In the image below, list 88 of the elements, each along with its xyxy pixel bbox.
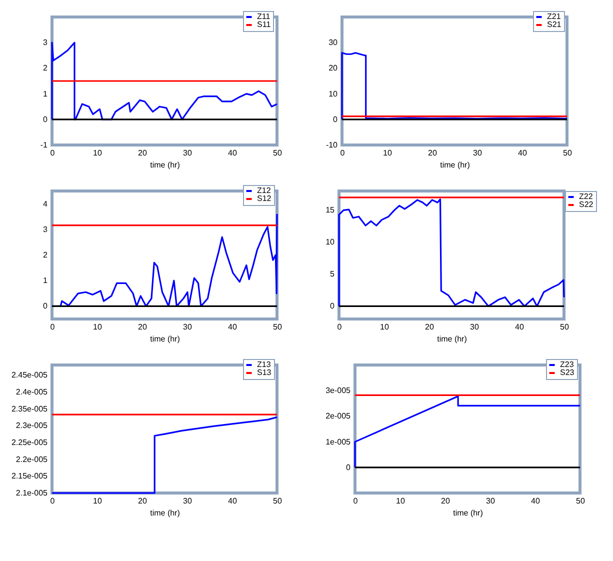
- x-tick-label: 10: [396, 496, 406, 506]
- x-tick-label: 10: [380, 322, 390, 332]
- y-tick-label: 3: [43, 38, 48, 48]
- x-tick-label: 20: [428, 148, 438, 158]
- x-tick-label: 40: [228, 148, 238, 158]
- legend-label: Z22: [579, 192, 594, 201]
- x-tick-label: 40: [228, 496, 238, 506]
- x-tick-label: 30: [183, 322, 192, 332]
- x-tick-label: 50: [273, 148, 282, 158]
- y-tick-label: 2.2e-005: [16, 454, 48, 464]
- x-tick-label: 20: [138, 496, 148, 506]
- x-tick-label: 0: [353, 496, 358, 506]
- x-tick-label: 20: [138, 148, 148, 158]
- legend-label: S11: [257, 20, 272, 29]
- line-series: [338, 198, 565, 307]
- legend-label: Z12: [257, 186, 272, 195]
- y-tick-label: -10: [326, 140, 338, 150]
- y-tick-label: 0: [333, 114, 338, 124]
- x-axis-title: time (hr): [437, 334, 468, 344]
- x-tick-label: 30: [473, 148, 482, 158]
- y-tick-label: 3: [43, 224, 48, 234]
- y-tick-label: 2.15e-005: [11, 472, 48, 481]
- x-tick-label: 30: [183, 148, 192, 158]
- x-tick-label: 20: [138, 322, 148, 332]
- x-tick-label: 40: [228, 322, 238, 332]
- y-tick-label: 20: [328, 64, 338, 73]
- y-tick-label: 1: [43, 89, 48, 98]
- y-tick-label: 5: [330, 270, 336, 279]
- x-axis-title: time (hr): [150, 160, 180, 170]
- y-tick-label: 15: [326, 206, 336, 215]
- x-tick-label: 50: [563, 148, 572, 158]
- y-tick-label: 2.25e-005: [11, 438, 48, 447]
- legend-label: Z21: [547, 12, 562, 21]
- legend-label: S23: [560, 368, 575, 377]
- x-tick-label: 50: [273, 322, 282, 332]
- x-axis-title: time (hr): [453, 508, 484, 518]
- x-axis-title: time (hr): [150, 508, 180, 518]
- legend-label: S22: [579, 200, 594, 209]
- legend-label: S21: [547, 20, 562, 29]
- x-tick-label: 50: [560, 322, 570, 332]
- line-series: [51, 416, 278, 494]
- legend-label: Z23: [560, 360, 574, 369]
- y-tick-label: 2: [43, 64, 48, 73]
- y-tick-label: 0: [330, 302, 336, 311]
- y-tick-label: 2e-005: [326, 412, 352, 421]
- y-tick-label: 10: [328, 89, 338, 98]
- y-tick-label: 30: [328, 38, 338, 48]
- x-tick-label: 10: [93, 322, 102, 332]
- y-tick-label: 2.3e-005: [16, 421, 48, 430]
- y-tick-label: 2.45e-005: [11, 370, 48, 380]
- x-tick-label: 30: [470, 322, 480, 332]
- x-axis-title: time (hr): [150, 334, 180, 344]
- y-tick-label: -1: [40, 140, 48, 150]
- y-tick-label: 0: [43, 302, 48, 311]
- y-tick-label: 2.35e-005: [11, 404, 48, 414]
- x-tick-label: 30: [486, 496, 496, 506]
- x-tick-label: 0: [50, 496, 56, 506]
- x-tick-label: 10: [383, 148, 392, 158]
- y-tick-label: 10: [326, 238, 336, 247]
- x-tick-label: 40: [515, 322, 524, 332]
- x-tick-label: 40: [531, 496, 540, 506]
- x-tick-label: 0: [50, 148, 56, 158]
- legend-label: Z11: [257, 12, 271, 21]
- x-tick-label: 50: [576, 496, 586, 506]
- legend-label: S12: [257, 194, 272, 203]
- x-axis-title: time (hr): [440, 160, 470, 170]
- y-tick-label: 1e-005: [326, 437, 352, 446]
- x-tick-label: 50: [273, 496, 282, 506]
- y-tick-label: 0: [346, 462, 352, 472]
- y-tick-label: 0: [43, 114, 48, 124]
- legend-label: S13: [257, 368, 272, 377]
- line-series: [341, 52, 568, 120]
- line-series: [354, 395, 581, 468]
- line-series: [51, 42, 278, 120]
- y-tick-label: 2.1e-005: [16, 488, 48, 498]
- y-tick-label: 2.4e-005: [16, 387, 48, 396]
- x-tick-label: 20: [441, 496, 450, 506]
- y-tick-label: 1: [43, 276, 48, 286]
- legend-label: Z13: [257, 360, 272, 369]
- y-tick-label: 4: [43, 199, 48, 208]
- x-tick-label: 20: [425, 322, 434, 332]
- y-tick-label: 3e-005: [326, 386, 352, 396]
- x-tick-label: 10: [93, 496, 102, 506]
- x-tick-label: 30: [183, 496, 192, 506]
- x-tick-label: 10: [93, 148, 102, 158]
- x-tick-label: 40: [518, 148, 528, 158]
- x-tick-label: 0: [50, 322, 56, 332]
- y-tick-label: 2: [43, 250, 48, 260]
